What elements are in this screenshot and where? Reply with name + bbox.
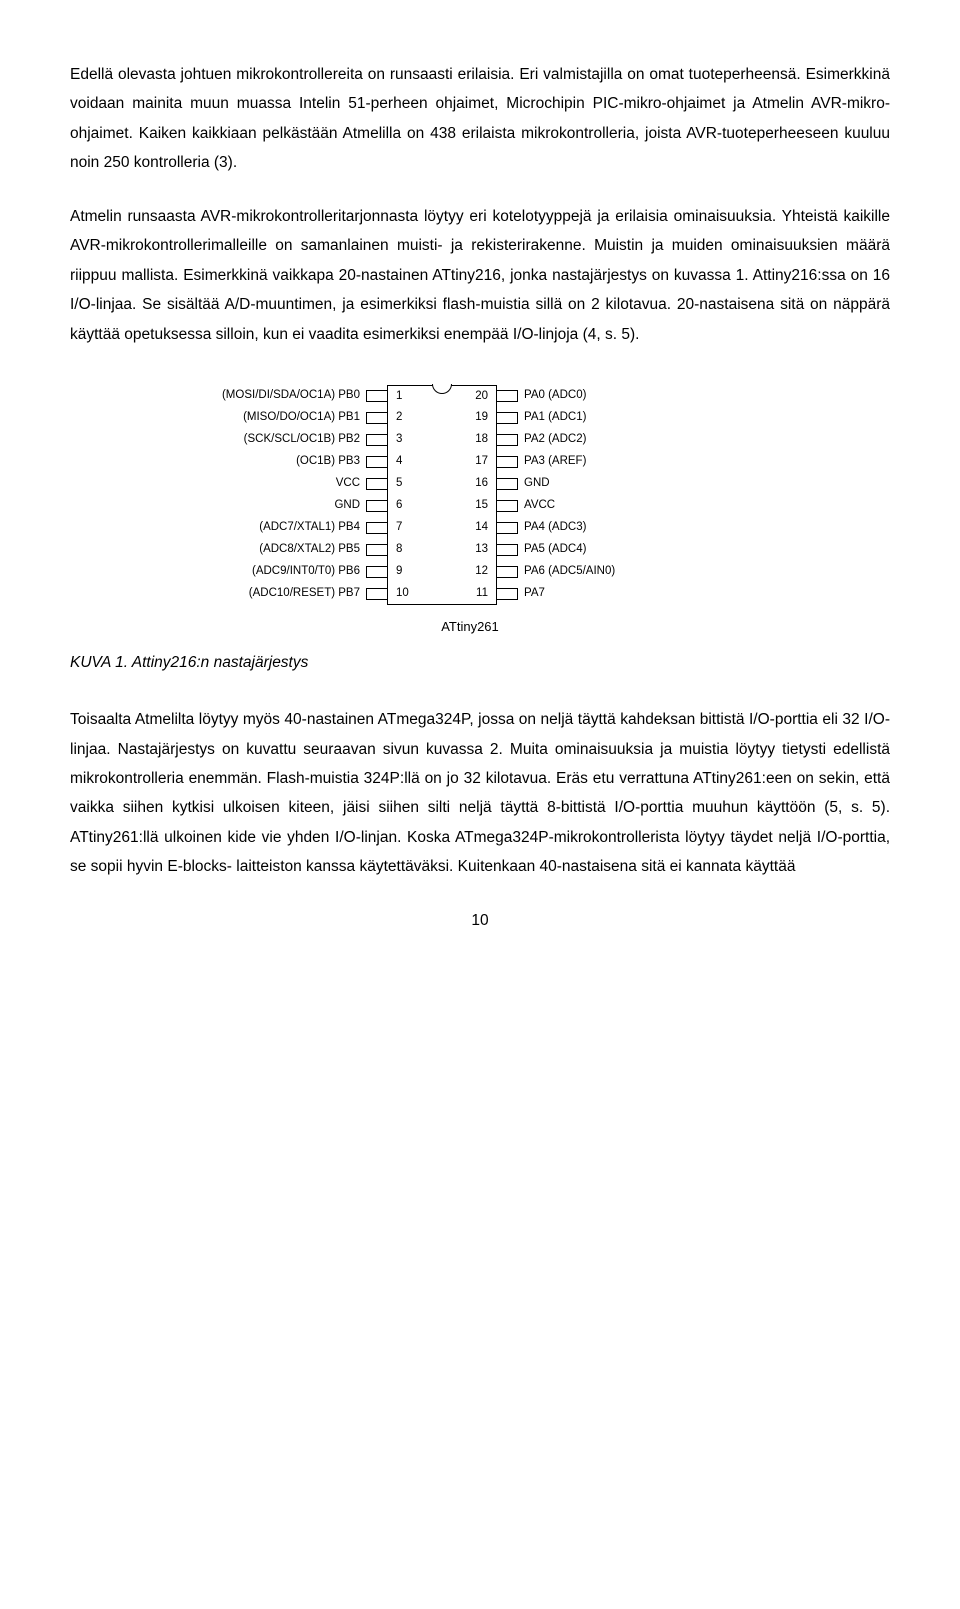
- pin-number-left: 1: [396, 386, 402, 408]
- pin-right-label: PA7: [518, 583, 694, 605]
- pin-left-label: (SCK/SCL/OC1B) PB2: [190, 429, 366, 451]
- pin-left-label: (MOSI/DI/SDA/OC1A) PB0: [190, 385, 366, 407]
- chip-name-label: ATtiny261: [190, 615, 750, 640]
- pin-stub-right: [497, 478, 518, 490]
- chip-body-cell: 5 16: [387, 473, 497, 495]
- pin-number-right: 16: [475, 473, 488, 495]
- pin-number-left: 3: [396, 429, 402, 451]
- pin-left-label: VCC: [190, 473, 366, 495]
- pin-number-right: 12: [475, 561, 488, 583]
- paragraph-1: Edellä olevasta johtuen mikrokontrollere…: [70, 60, 890, 178]
- chip-pin-row: VCC 5 16 GND: [190, 473, 750, 495]
- pin-left-label: (ADC7/XTAL1) PB4: [190, 517, 366, 539]
- page-number: 10: [70, 906, 890, 935]
- chip-pin-row: (ADC7/XTAL1) PB4 7 14 PA4 (ADC3): [190, 517, 750, 539]
- pin-stub-left: [366, 478, 387, 490]
- pin-stub-left: [366, 544, 387, 556]
- chip-pin-row: (MISO/DO/OC1A) PB1 2 19 PA1 (ADC1): [190, 407, 750, 429]
- pin-number-right: 11: [476, 583, 488, 605]
- pin-stub-left: [366, 522, 387, 534]
- chip-pin-row: (ADC10/RESET) PB7 10 11 PA7: [190, 583, 750, 605]
- chip-body-cell: 9 12: [387, 561, 497, 583]
- chip-body-cell: 8 13: [387, 539, 497, 561]
- pin-number-left: 6: [396, 495, 402, 517]
- pin-number-left: 2: [396, 407, 402, 429]
- pin-number-right: 15: [475, 495, 488, 517]
- pin-right-label: GND: [518, 473, 694, 495]
- chip-pin-row: GND 6 15 AVCC: [190, 495, 750, 517]
- pin-left-label: (OC1B) PB3: [190, 451, 366, 473]
- chip-body-cell: 3 18: [387, 429, 497, 451]
- figure-caption: KUVA 1. Attiny216:n nastajärjestys: [70, 648, 890, 677]
- pin-right-label: PA6 (ADC5/AIN0): [518, 561, 694, 583]
- pin-right-label: PA4 (ADC3): [518, 517, 694, 539]
- chip-pinout-diagram: (MOSI/DI/SDA/OC1A) PB0120PA0 (ADC0)(MISO…: [190, 385, 750, 640]
- pin-left-label: GND: [190, 495, 366, 517]
- pin-number-left: 7: [396, 517, 402, 539]
- pin-left-label: (ADC8/XTAL2) PB5: [190, 539, 366, 561]
- pin-stub-left: [366, 500, 387, 512]
- pin-stub-right: [497, 566, 518, 578]
- paragraph-3: Toisaalta Atmelilta löytyy myös 40-nasta…: [70, 705, 890, 882]
- pin-number-right: 17: [475, 451, 488, 473]
- chip-body-cell: 10 11: [387, 583, 497, 605]
- chip-body-cell: 7 14: [387, 517, 497, 539]
- pin-number-right: 13: [475, 539, 488, 561]
- pin-number-right: 18: [475, 429, 488, 451]
- pin-stub-right: [497, 434, 518, 446]
- chip-body-cell: 6 15: [387, 495, 497, 517]
- pin-right-label: PA2 (ADC2): [518, 429, 694, 451]
- pin-stub-right: [497, 412, 518, 424]
- paragraph-2: Atmelin runsaasta AVR-mikrokontrollerita…: [70, 202, 890, 349]
- pin-stub-left: [366, 588, 387, 600]
- chip-pin-row: (SCK/SCL/OC1B) PB2 3 18 PA2 (ADC2): [190, 429, 750, 451]
- pin-number-left: 5: [396, 473, 402, 495]
- pin-stub-left: [366, 456, 387, 468]
- pin-stub-left: [366, 390, 387, 402]
- pin-number-right: 19: [475, 407, 488, 429]
- pin-right-label: AVCC: [518, 495, 694, 517]
- pin-number-left: 9: [396, 561, 402, 583]
- chip-body-cell: 4 17: [387, 451, 497, 473]
- pin-right-label: PA3 (AREF): [518, 451, 694, 473]
- pin-right-label: PA5 (ADC4): [518, 539, 694, 561]
- pin-stub-right: [497, 544, 518, 556]
- chip-pin-row: (OC1B) PB3 4 17 PA3 (AREF): [190, 451, 750, 473]
- pin-stub-right: [497, 588, 518, 600]
- pin-number-left: 8: [396, 539, 402, 561]
- chip-body-cell: 2 19: [387, 407, 497, 429]
- chip-pin-row: (ADC8/XTAL2) PB5 8 13 PA5 (ADC4): [190, 539, 750, 561]
- pin-number-left: 4: [396, 451, 402, 473]
- pin-left-label: (ADC10/RESET) PB7: [190, 583, 366, 605]
- chip-body-cell: 1 20: [387, 385, 497, 407]
- pin-left-label: (ADC9/INT0/T0) PB6: [190, 561, 366, 583]
- chip-pin-row: (MOSI/DI/SDA/OC1A) PB0 1 20 PA0 (ADC0): [190, 385, 750, 407]
- pin-stub-right: [497, 390, 518, 402]
- chip-notch-icon: [432, 384, 452, 394]
- pin-stub-left: [366, 434, 387, 446]
- pin-right-label: PA1 (ADC1): [518, 407, 694, 429]
- pin-number-left: 10: [396, 583, 409, 605]
- chip-pin-row: (ADC9/INT0/T0) PB6 9 12 PA6 (ADC5/AIN0): [190, 561, 750, 583]
- pin-stub-right: [497, 456, 518, 468]
- pin-stub-left: [366, 566, 387, 578]
- pin-number-right: 14: [475, 517, 488, 539]
- pin-number-right: 20: [475, 386, 488, 408]
- pin-stub-right: [497, 522, 518, 534]
- pin-left-label: (MISO/DO/OC1A) PB1: [190, 407, 366, 429]
- pin-right-label: PA0 (ADC0): [518, 385, 694, 407]
- pin-stub-left: [366, 412, 387, 424]
- pin-stub-right: [497, 500, 518, 512]
